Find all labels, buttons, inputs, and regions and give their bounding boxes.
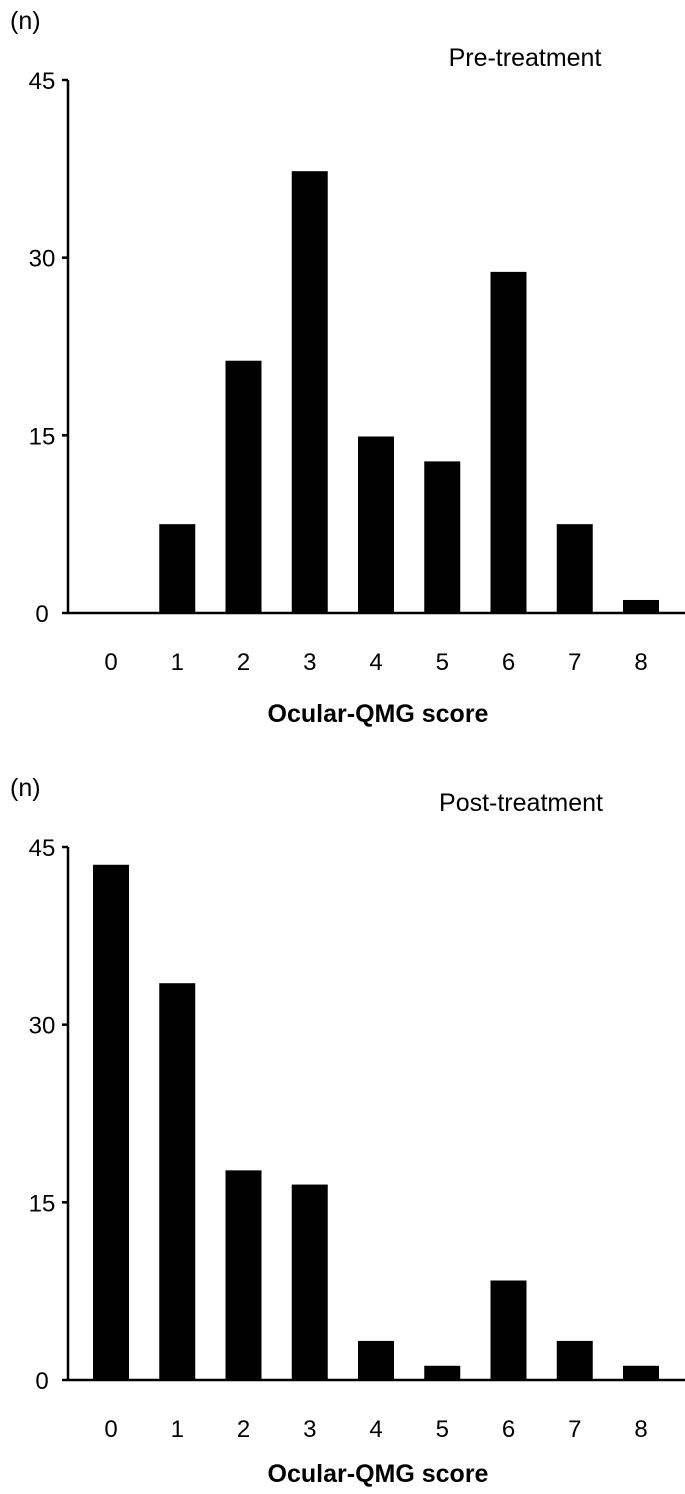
y-tick-label: 30	[29, 1013, 56, 1040]
panel-title: Post-treatment	[439, 789, 603, 817]
x-tick-label: 6	[502, 649, 515, 676]
bar-score-5	[424, 461, 461, 613]
x-tick-label: 4	[369, 1416, 382, 1443]
panel-title: Pre-treatment	[449, 44, 602, 72]
x-tick-label: 4	[369, 649, 382, 676]
y-tick-label: 15	[29, 1190, 56, 1217]
bar-score-2	[225, 360, 262, 613]
bar-score-7	[556, 1340, 593, 1380]
bar-score-8	[623, 599, 659, 613]
bar-score-1	[159, 983, 196, 1380]
y-tick-label: 45	[29, 835, 56, 862]
x-tick-label: 3	[303, 1416, 316, 1443]
y-tick-label: 45	[29, 68, 56, 95]
x-tick-label: 5	[436, 649, 449, 676]
y-tick-label: 0	[35, 1368, 48, 1395]
x-tick-label: 8	[634, 1416, 647, 1443]
y-tick-label: 15	[29, 423, 56, 450]
x-axis-label: Ocular-QMG score	[268, 1460, 489, 1488]
x-tick-label: 1	[171, 1416, 184, 1443]
bar-score-5	[424, 1365, 461, 1380]
x-tick-label: 1	[171, 649, 184, 676]
x-tick-label: 2	[237, 1416, 250, 1443]
x-tick-label: 0	[104, 1416, 117, 1443]
bar-score-3	[291, 1184, 328, 1380]
bar-score-2	[225, 1170, 262, 1380]
bar-score-3	[291, 171, 328, 614]
y-axis-label: (n)	[10, 7, 41, 35]
x-tick-label: 6	[502, 1416, 515, 1443]
y-tick-label: 30	[29, 246, 56, 273]
bar-score-0	[93, 864, 129, 1380]
x-tick-label: 0	[104, 649, 117, 676]
x-tick-label: 5	[436, 1416, 449, 1443]
x-axis-label: Ocular-QMG score	[268, 700, 489, 728]
bar-score-8	[623, 1365, 659, 1380]
bar-score-4	[358, 1340, 394, 1380]
y-axis-label: (n)	[10, 774, 41, 802]
x-tick-label: 3	[303, 649, 316, 676]
x-tick-label: 7	[568, 649, 581, 676]
bar-score-6	[490, 271, 527, 613]
x-tick-label: 8	[634, 649, 647, 676]
x-tick-label: 7	[568, 1416, 581, 1443]
bar-score-6	[490, 1280, 527, 1380]
x-tick-label: 2	[237, 649, 250, 676]
y-tick-label: 0	[35, 601, 48, 628]
bar-score-7	[556, 524, 593, 613]
bar-score-1	[159, 524, 196, 613]
bar-score-4	[358, 436, 394, 613]
